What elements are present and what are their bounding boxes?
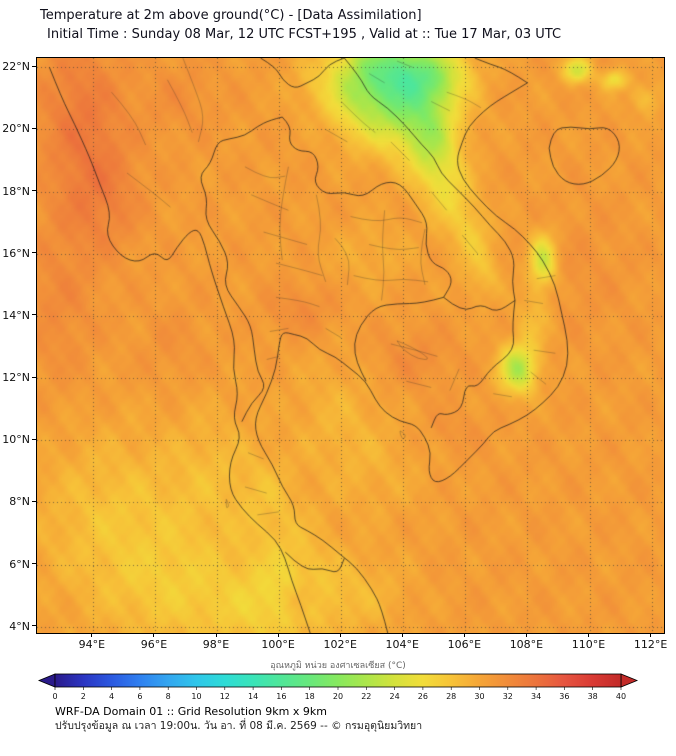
colorbar-tick-label: 40 (616, 692, 626, 701)
footer-block: WRF-DA Domain 01 :: Grid Resolution 9km … (55, 704, 422, 734)
lat-tick-label: 22°N (2, 60, 30, 74)
colorbar-tick-label: 20 (333, 692, 343, 701)
title-block: Temperature at 2m above ground(°C) - [Da… (40, 6, 561, 44)
colorbar-tick-label: 12 (220, 692, 230, 701)
map-subtitle: Initial Time : Sunday 08 Mar, 12 UTC FCS… (47, 27, 562, 42)
lat-tick-label: 14°N (2, 308, 30, 322)
colorbar-tick-label: 22 (361, 692, 371, 701)
colorbar-tick-label: 36 (559, 692, 569, 701)
colorbar-tick-label: 6 (137, 692, 142, 701)
colorbar-label: อุณหภูมิ หน่วย องศาเซลเซียส (°C) (270, 661, 406, 671)
lon-tick-label: 100°E (261, 638, 295, 651)
lon-tick-label: 112°E (633, 638, 668, 651)
colorbar-tick-label: 28 (446, 692, 456, 701)
map-frame (36, 57, 665, 634)
colorbar-tick-label: 8 (166, 692, 171, 701)
colorbar-tick-label: 32 (503, 692, 513, 701)
colorbar-tick-label: 14 (248, 692, 258, 701)
colorbar-tick-label: 26 (418, 692, 428, 701)
lon-tick-label: 106°E (447, 638, 482, 651)
lat-tick-label: 8°N (9, 495, 30, 509)
lat-tick-label: 12°N (2, 371, 30, 385)
lon-tick-label: 110°E (571, 638, 606, 651)
lon-tick-label: 96°E (140, 638, 168, 651)
lat-tick-label: 4°N (9, 619, 30, 633)
lat-tick-label: 6°N (9, 557, 30, 571)
colorbar-tick-label: 38 (588, 692, 598, 701)
colorbar-right-arrow (620, 673, 639, 688)
colorbar-tick-label: 24 (390, 692, 400, 701)
update-info: ปรับปรุงข้อมูล ณ เวลา 19:00น. วัน อา. ที… (55, 720, 423, 732)
domain-info: WRF-DA Domain 01 :: Grid Resolution 9km … (55, 705, 327, 718)
colorbar-tick-label: 16 (276, 692, 286, 701)
colorbar-tick-label: 4 (109, 692, 114, 701)
lon-tick-label: 98°E (202, 638, 230, 651)
map-title: Temperature at 2m above ground(°C) - [Da… (40, 8, 422, 23)
lon-tick-label: 102°E (323, 638, 357, 651)
colorbar-tick-label: 2 (81, 692, 86, 701)
temperature-field-canvas (37, 58, 664, 633)
colorbar-tick-label: 30 (474, 692, 484, 701)
lon-tick-label: 94°E (78, 638, 106, 651)
lon-tick-label: 104°E (385, 638, 419, 651)
colorbar-tick-label: 34 (531, 692, 541, 701)
colorbar-left-arrow (37, 673, 56, 688)
lat-tick-label: 10°N (2, 433, 30, 447)
colorbar-tick-label: 0 (52, 692, 57, 701)
lat-tick-label: 20°N (2, 122, 30, 136)
lat-tick-label: 18°N (2, 184, 30, 198)
colorbar-tick-label: 10 (191, 692, 201, 701)
colorbar-tick-label: 18 (305, 692, 315, 701)
lat-tick-label: 16°N (2, 246, 30, 260)
colorbar-gradient (54, 673, 622, 688)
lon-tick-label: 108°E (509, 638, 544, 651)
colorbar: 0 2 4 6 8 10 12 14 16 18 20 22 24 26 28 30 32 34 36 38 40 (37, 673, 639, 701)
